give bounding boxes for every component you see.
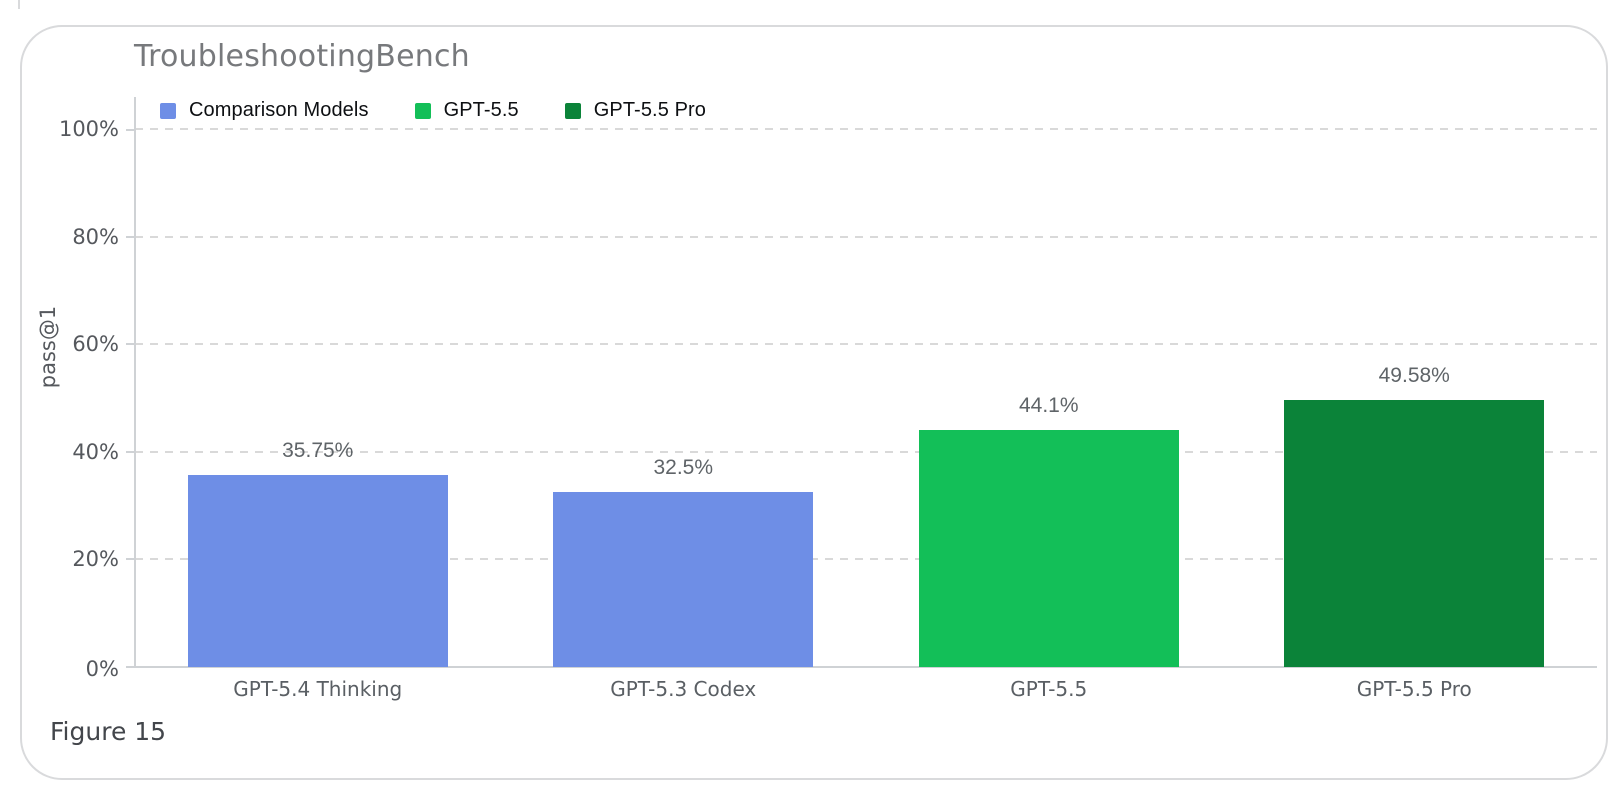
bar-gpt-5-5 [918,429,1179,667]
gridline-20 [135,558,1597,561]
previous-card-edge [18,0,20,9]
y-tick-mark [126,343,135,346]
bar-value-label: 44.1% [1018,393,1079,417]
legend-item-comparison-models: Comparison Models [160,99,369,122]
figure-caption: Figure 15 [50,717,167,746]
y-tick-label: 40% [72,439,119,464]
bar-group-gpt-5-4-thinking: 35.75% GPT-5.4 Thinking [135,129,501,701]
y-tick-mark [126,558,135,561]
legend-item-gpt-5-5-pro: GPT-5.5 Pro [564,99,707,122]
y-tick-label: 60% [72,332,119,357]
gridline-80 [135,235,1597,238]
y-tick-label: 80% [72,224,119,249]
chart-title: TroubleshootingBench [134,39,470,74]
legend-item-gpt-5-5: GPT-5.5 [414,99,519,122]
y-tick-mark [126,129,135,131]
legend-label: Comparison Models [189,99,369,121]
chart-card: TroubleshootingBench Comparison Models G… [20,25,1608,780]
legend-swatch-green-icon [414,102,431,119]
bar-group-gpt-5-3-codex: 32.5% GPT-5.3 Codex [501,129,867,701]
bar-gpt-5-4-thinking [187,474,448,667]
legend-label: GPT-5.5 [443,99,519,121]
bar-group-gpt-5-5: 44.1% GPT-5.5 [866,129,1232,701]
bar-gpt-5-5-pro [1284,400,1545,667]
gridline-40 [135,450,1597,453]
x-axis-line [135,666,1597,668]
y-tick-label: 100% [58,117,119,141]
legend-swatch-dark-green-icon [564,102,581,119]
y-tick-label: 0% [85,657,119,681]
x-tick-label: GPT-5.4 Thinking [233,677,403,701]
bar-value-label: 49.58% [1378,364,1450,388]
legend-label: GPT-5.5 Pro [593,99,707,121]
x-tick-label: GPT-5.3 Codex [610,677,757,701]
x-tick-label: GPT-5.5 Pro [1356,677,1472,701]
chart-legend: Comparison Models GPT-5.5 GPT-5.5 Pro [160,99,706,122]
y-tick-mark [126,450,135,453]
x-tick-label: GPT-5.5 [1010,677,1088,701]
bar-value-label: 32.5% [653,456,714,480]
bar-group-gpt-5-5-pro: 49.58% GPT-5.5 Pro [1232,129,1598,701]
y-axis-line [134,97,136,667]
plot-area: 100% 80% 60% 40% 20% 0% 35.75% GPT-5.4 T… [59,97,1598,701]
y-tick-mark [126,235,135,238]
bar-gpt-5-3-codex [553,492,814,667]
y-tick-label: 20% [72,547,119,572]
bar-value-label: 35.75% [282,438,354,462]
legend-swatch-blue-icon [160,102,176,119]
gridline-100 [135,128,1597,130]
gridline-60 [135,343,1597,346]
y-tick-mark [126,666,135,668]
